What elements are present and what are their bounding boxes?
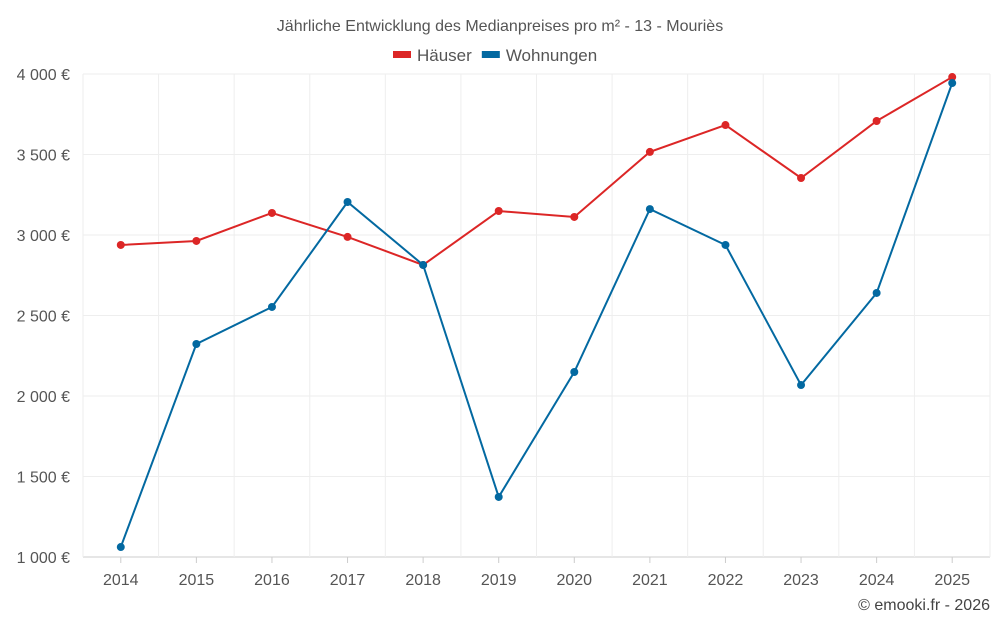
data-point bbox=[872, 117, 881, 126]
x-tick-label: 2024 bbox=[859, 572, 895, 589]
chart-title: Jährliche Entwicklung des Medianpreises … bbox=[277, 18, 723, 35]
y-tick-label: 1 000 € bbox=[17, 550, 70, 567]
legend-swatch bbox=[481, 51, 500, 58]
data-point bbox=[872, 288, 881, 297]
y-tick-label: 3 000 € bbox=[17, 228, 70, 245]
legend-label: Häuser bbox=[417, 46, 472, 65]
y-tick-label: 2 000 € bbox=[17, 389, 70, 406]
credit: © emooki.fr - 2026 bbox=[858, 597, 990, 614]
data-point bbox=[116, 240, 125, 249]
data-point bbox=[948, 73, 957, 82]
x-tick-label: 2023 bbox=[783, 572, 819, 589]
legend-label: Wohnungen bbox=[506, 46, 597, 65]
x-tick-label: 2020 bbox=[556, 572, 592, 589]
data-point bbox=[419, 260, 428, 269]
grid bbox=[82, 73, 991, 558]
data-point bbox=[570, 368, 579, 377]
x-tick-label: 2016 bbox=[254, 572, 290, 589]
data-point bbox=[343, 197, 352, 206]
data-point bbox=[267, 208, 276, 217]
x-tick-label: 2018 bbox=[405, 572, 441, 589]
data-point bbox=[570, 212, 579, 221]
data-point bbox=[721, 121, 730, 130]
x-tick-label: 2025 bbox=[934, 572, 970, 589]
x-tick-label: 2014 bbox=[103, 572, 139, 589]
data-point bbox=[721, 240, 730, 249]
y-tick-label: 3 500 € bbox=[17, 148, 70, 165]
series-lines bbox=[116, 73, 957, 552]
data-point bbox=[192, 236, 201, 245]
data-point bbox=[494, 207, 503, 216]
y-tick-label: 1 500 € bbox=[17, 470, 70, 487]
data-point bbox=[192, 339, 201, 348]
series-wohnungen bbox=[116, 79, 957, 552]
series-line bbox=[120, 76, 953, 267]
y-tick-label: 4 000 € bbox=[17, 67, 70, 84]
legend: Häuser Wohnungen bbox=[393, 46, 597, 65]
data-point bbox=[343, 232, 352, 241]
data-point bbox=[116, 543, 125, 552]
data-point bbox=[645, 147, 654, 156]
data-point bbox=[797, 381, 806, 390]
axes: 1 000 € 1 500 € 2 000 € 2 500 € 3 000 € 3 500… bbox=[17, 67, 970, 589]
x-tick-label: 2022 bbox=[708, 572, 744, 589]
series-line bbox=[119, 82, 954, 548]
data-point bbox=[948, 79, 957, 88]
y-tick-label: 2 500 € bbox=[17, 309, 70, 326]
x-tick-label: 2021 bbox=[632, 572, 668, 589]
x-tick-label: 2017 bbox=[330, 572, 366, 589]
data-point bbox=[645, 205, 654, 214]
data-point bbox=[267, 302, 276, 311]
x-tick-label: 2015 bbox=[179, 572, 215, 589]
legend-swatch bbox=[393, 51, 411, 58]
x-tick-label: 2019 bbox=[481, 572, 517, 589]
data-point bbox=[797, 174, 806, 183]
data-point bbox=[494, 492, 503, 501]
